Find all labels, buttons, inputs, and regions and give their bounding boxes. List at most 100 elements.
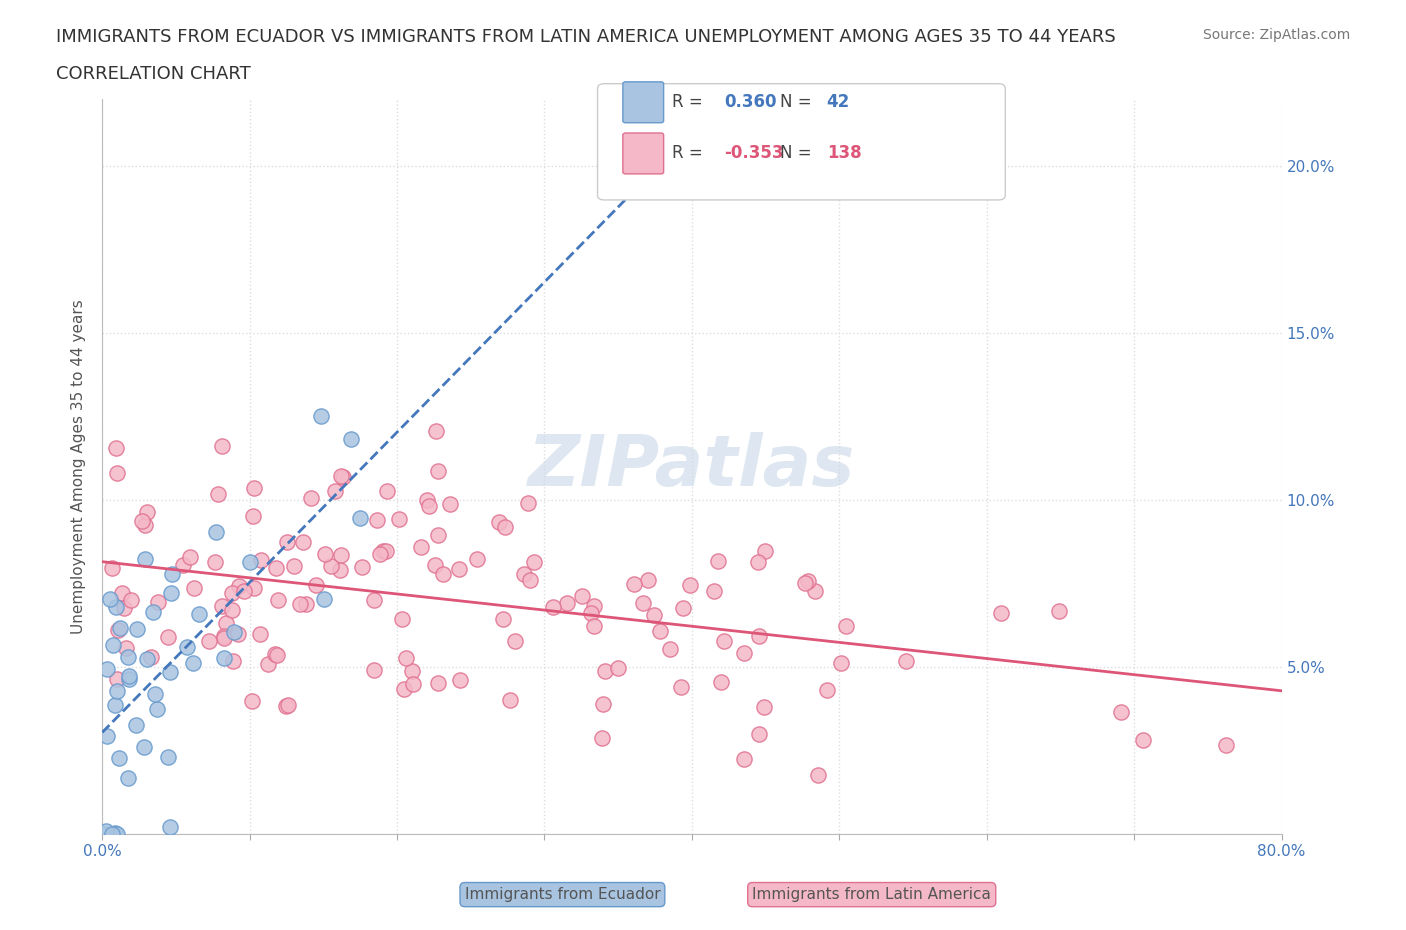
- Point: [591, 730, 613, 745]
- Point: [114, 640, 136, 655]
- Point: [350, 560, 373, 575]
- Point: [555, 595, 578, 610]
- Point: [835, 618, 858, 633]
- Point: [748, 726, 770, 741]
- Point: [101, 827, 124, 842]
- Point: [658, 642, 681, 657]
- Point: [391, 612, 413, 627]
- Point: [159, 665, 181, 680]
- Point: [301, 490, 323, 505]
- Point: [426, 527, 449, 542]
- Point: [221, 653, 243, 668]
- Point: [401, 663, 423, 678]
- Point: [283, 559, 305, 574]
- Point: [990, 606, 1012, 621]
- Point: [370, 547, 392, 562]
- Point: [257, 657, 280, 671]
- Point: [330, 548, 353, 563]
- Point: [239, 554, 262, 569]
- Point: [339, 432, 361, 446]
- Point: [311, 409, 333, 424]
- Point: [349, 511, 371, 525]
- Text: N =: N =: [780, 93, 811, 112]
- Point: [215, 616, 238, 631]
- Point: [204, 554, 226, 569]
- Point: [329, 563, 352, 578]
- Point: [894, 653, 917, 668]
- Point: [492, 611, 515, 626]
- Point: [733, 751, 755, 766]
- Point: [148, 594, 170, 609]
- Point: [623, 576, 645, 591]
- Point: [593, 664, 616, 679]
- Point: [104, 600, 127, 615]
- Point: [267, 592, 290, 607]
- Point: [111, 586, 134, 601]
- Point: [648, 623, 671, 638]
- Point: [643, 607, 665, 622]
- Point: [117, 771, 139, 786]
- Point: [371, 544, 394, 559]
- Text: Source: ZipAtlas.com: Source: ZipAtlas.com: [1202, 28, 1350, 42]
- Point: [243, 481, 266, 496]
- Point: [579, 605, 602, 620]
- Point: [679, 578, 702, 592]
- Point: [830, 656, 852, 671]
- Point: [332, 469, 354, 484]
- Point: [146, 701, 169, 716]
- Point: [513, 566, 536, 581]
- Point: [145, 686, 167, 701]
- Point: [710, 675, 733, 690]
- Point: [181, 656, 204, 671]
- Point: [523, 554, 546, 569]
- Point: [541, 600, 564, 615]
- Point: [733, 645, 755, 660]
- Point: [93, 827, 115, 842]
- Point: [105, 466, 128, 481]
- Point: [242, 509, 264, 524]
- Point: [432, 566, 454, 581]
- Point: [703, 584, 725, 599]
- Text: ZIPatlas: ZIPatlas: [529, 432, 856, 500]
- Point: [264, 561, 287, 576]
- Point: [276, 535, 298, 550]
- Point: [141, 649, 163, 664]
- Point: [796, 574, 818, 589]
- Point: [402, 677, 425, 692]
- Point: [266, 648, 288, 663]
- Text: Immigrants from Latin America: Immigrants from Latin America: [752, 887, 991, 902]
- Point: [323, 484, 346, 498]
- Point: [312, 591, 335, 606]
- Point: [107, 622, 129, 637]
- Point: [488, 514, 510, 529]
- Point: [204, 525, 226, 539]
- Text: CORRELATION CHART: CORRELATION CHART: [56, 65, 252, 83]
- Point: [449, 562, 471, 577]
- Point: [748, 629, 770, 644]
- Point: [222, 625, 245, 640]
- Point: [226, 627, 249, 642]
- Point: [295, 597, 318, 612]
- Point: [221, 585, 243, 600]
- Point: [105, 827, 128, 842]
- Point: [108, 620, 131, 635]
- Point: [754, 543, 776, 558]
- Point: [392, 682, 415, 697]
- Point: [366, 512, 388, 527]
- Point: [363, 593, 385, 608]
- Text: R =: R =: [672, 93, 703, 112]
- Point: [804, 584, 827, 599]
- Point: [806, 767, 828, 782]
- Point: [188, 606, 211, 621]
- Point: [793, 576, 815, 591]
- Point: [494, 519, 516, 534]
- Point: [179, 550, 201, 565]
- Point: [240, 694, 263, 709]
- Point: [104, 698, 127, 712]
- Point: [330, 469, 353, 484]
- Point: [198, 633, 221, 648]
- Text: IMMIGRANTS FROM ECUADOR VS IMMIGRANTS FROM LATIN AMERICA UNEMPLOYMENT AMONG AGES: IMMIGRANTS FROM ECUADOR VS IMMIGRANTS FR…: [56, 28, 1116, 46]
- Point: [669, 679, 692, 694]
- Point: [118, 669, 141, 684]
- Point: [100, 561, 122, 576]
